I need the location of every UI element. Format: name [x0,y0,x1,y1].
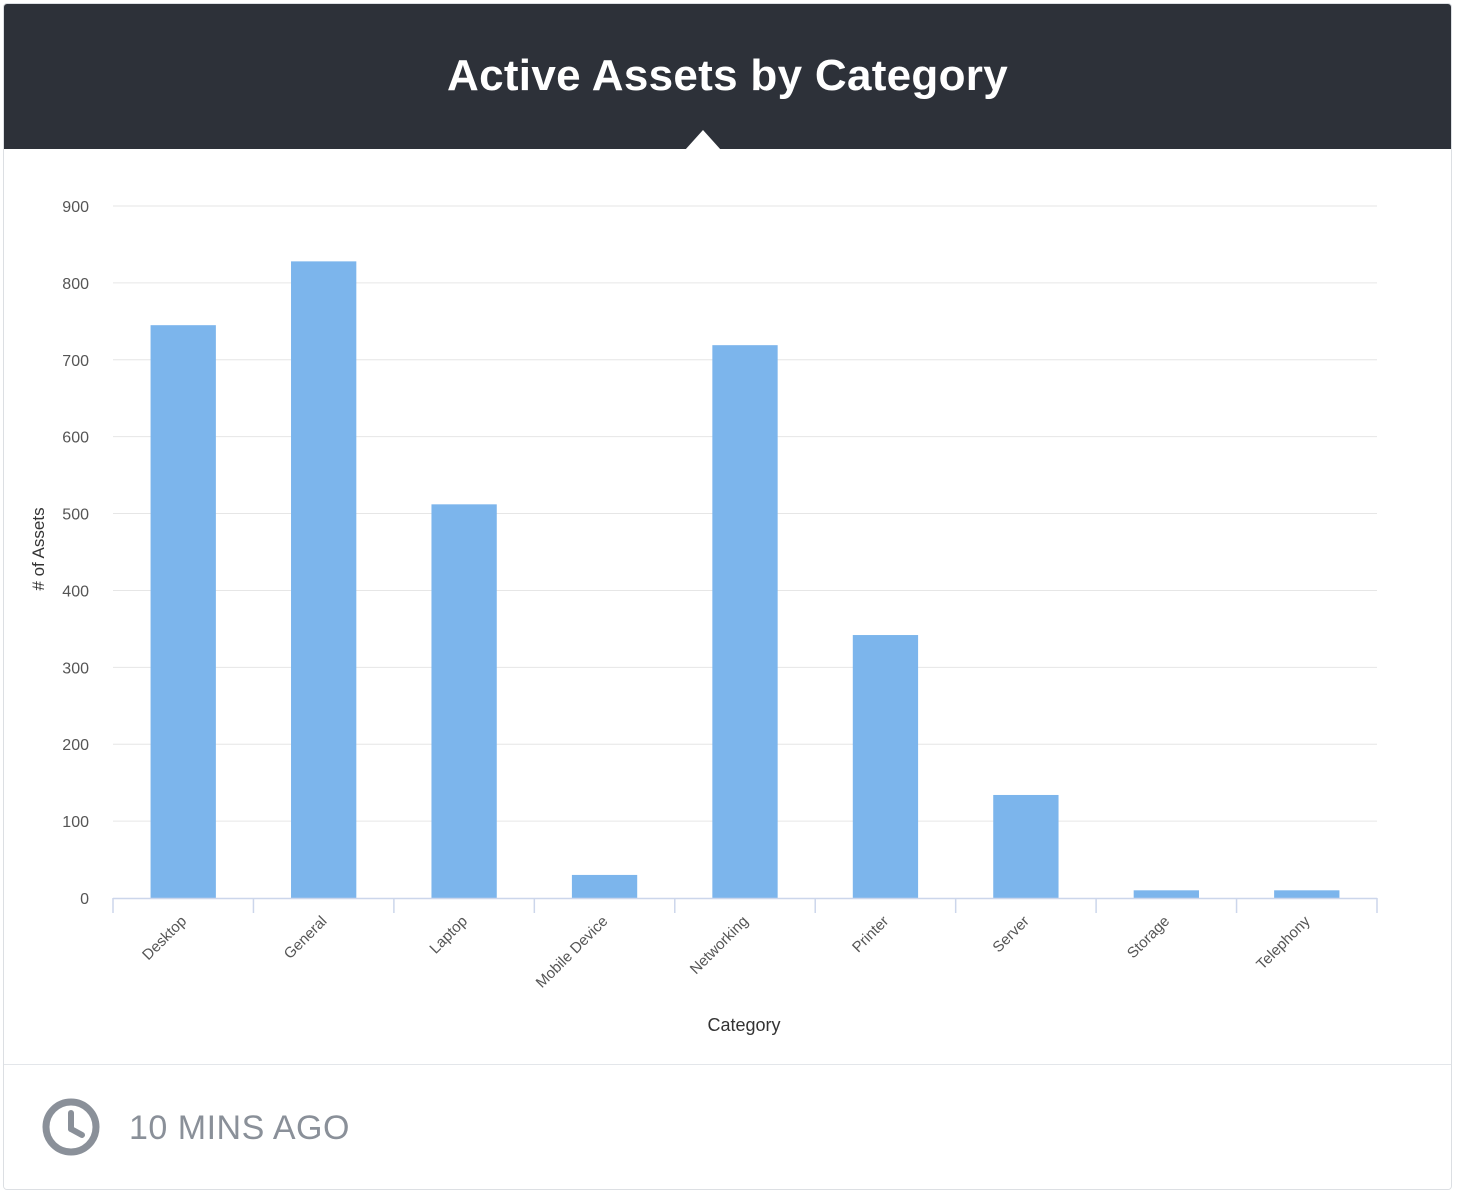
x-tick-labels: Desktop General Laptop Mobile Device Network… [139,912,1314,991]
bar-mobile-device[interactable] [571,874,638,898]
x-tick-label: Server [989,913,1032,956]
x-tick-label: Printer [849,913,892,956]
x-tick-label: Storage [1124,913,1173,962]
bar-desktop[interactable] [150,325,216,898]
chart-area: 0 100 200 300 400 500 600 700 800 900 Desktop Gene… [4,149,1451,1064]
bar-storage[interactable] [1133,890,1199,898]
y-tick-label: 0 [80,891,89,908]
last-updated-label: 10 MINS AGO [129,1109,350,1147]
bars [150,261,1340,898]
x-axis [112,897,1378,913]
x-tick-label: General [281,913,331,963]
bar-chart: 0 100 200 300 400 500 600 700 800 900 Desktop Gene… [29,199,1378,1035]
x-tick-label: Networking [687,913,752,978]
bar-printer[interactable] [852,635,919,898]
x-tick-label: Desktop [139,913,190,964]
x-axis-label: Category [707,1015,780,1035]
card-footer: 10 MINS AGO [4,1064,1451,1189]
y-tick-label: 800 [62,276,89,293]
clock-icon [42,1098,100,1156]
y-tick-label: 300 [62,660,89,677]
y-tick-label: 100 [62,814,89,831]
bar-general[interactable] [291,261,357,898]
y-tick-label: 600 [62,430,89,447]
x-tick-label: Mobile Device [533,913,612,992]
x-tick-label: Telephony [1253,912,1314,973]
y-tick-label: 200 [62,737,89,754]
bar-laptop[interactable] [431,504,497,898]
y-tick-label: 400 [62,583,89,600]
y-tick-labels: 0 100 200 300 400 500 600 700 800 900 [62,199,89,908]
bar-telephony[interactable] [1274,890,1340,898]
y-axis-label: # of Assets [29,507,48,590]
header-notch [685,130,721,150]
chart-card: Active Assets by Category 0 100 200 300 400 5… [3,3,1452,1190]
x-tick-label: Laptop [426,913,470,957]
y-tick-label: 700 [62,353,89,370]
card-header: Active Assets by Category [4,4,1451,150]
y-tick-label: 500 [62,507,89,524]
bar-networking[interactable] [712,345,778,898]
bar-server[interactable] [993,794,1059,898]
chart-title: Active Assets by Category [447,51,1008,100]
y-tick-label: 900 [62,199,89,216]
